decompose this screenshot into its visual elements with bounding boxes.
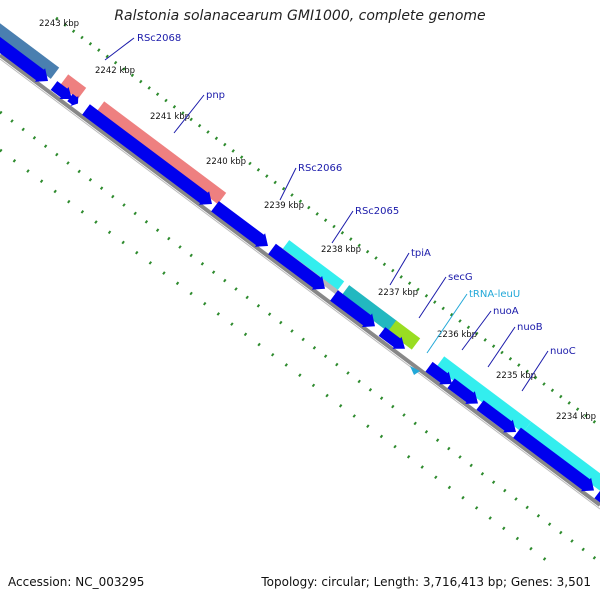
trna-marker	[410, 366, 420, 375]
gene-label-leader-line	[487, 326, 516, 368]
gene-label-leader-line	[461, 310, 492, 351]
gene-label[interactable]: RSc2065	[355, 206, 399, 217]
cds-arrow	[476, 400, 516, 433]
cds-arrow	[82, 104, 212, 205]
middle-tick-row	[0, 110, 600, 564]
cds-arrow	[211, 201, 268, 247]
kbp-tick-label: 2238 kbp	[321, 245, 361, 255]
kbp-tick-label: 2241 kbp	[150, 112, 190, 122]
cog-segment	[522, 421, 600, 491]
gene-label-leader-line	[521, 350, 549, 392]
kbp-tick-label: 2236 kbp	[437, 330, 477, 340]
kbp-tick-label: 2235 kbp	[496, 371, 536, 381]
gene-labels: RSc2068 pnp RSc2066 RSc2065 tpiA secG tRNA-leu…	[104, 33, 576, 392]
kbp-tick-label: 2242 kbp	[95, 66, 135, 76]
cog-segment	[340, 285, 398, 333]
map-title: Ralstonia solanacearum GMI1000, complete…	[114, 8, 486, 24]
cog-feature-track	[0, 23, 600, 491]
gene-label-leader-line	[173, 94, 205, 134]
kbp-tick-label: 2239 kbp	[264, 201, 304, 211]
gene-label[interactable]: RSc2066	[298, 163, 342, 174]
cog-segment	[59, 74, 87, 100]
cog-segment	[435, 356, 532, 433]
cog-segment	[95, 101, 227, 205]
gene-label[interactable]: nuoA	[493, 306, 519, 317]
cog-segment	[387, 320, 421, 350]
inner-tick-row	[0, 148, 551, 565]
cds-arrow	[378, 327, 405, 349]
cds-arrow	[0, 36, 48, 82]
cds-arrow	[50, 81, 72, 99]
cds-arrow	[425, 361, 452, 385]
gene-label-leader-line	[426, 293, 468, 354]
gene-label[interactable]: secG	[448, 272, 473, 283]
cds-arrow	[268, 243, 325, 290]
kbp-tick-label: 2237 kbp	[378, 288, 418, 298]
cog-segment	[280, 240, 345, 293]
gene-label[interactable]: nuoC	[550, 346, 576, 357]
gene-label[interactable]: tRNA-leuU	[469, 289, 520, 300]
cds-arrow-track	[0, 36, 600, 503]
gene-label[interactable]: tpiA	[411, 248, 431, 259]
genome-summary-text: Topology: circular; Length: 3,716,413 bp…	[261, 575, 591, 589]
genome-backbone	[0, 53, 600, 510]
kbp-tick-label: 2243 kbp	[39, 19, 79, 29]
cds-arrow	[330, 290, 375, 328]
cds-arrow	[513, 427, 594, 492]
kbp-tick-label: 2240 kbp	[206, 157, 246, 167]
cog-segment	[0, 23, 60, 79]
cds-arrow	[594, 490, 600, 503]
kbp-tick-label: 2234 kbp	[556, 412, 596, 422]
gene-label-leader-line	[389, 252, 410, 286]
outer-tick-row	[55, 16, 600, 428]
gene-label[interactable]: nuoB	[517, 322, 543, 333]
gene-label-leader-line	[104, 37, 135, 61]
kbp-tick-labels: 2243 kbp 2242 kbp 2241 kbp 2240 kbp 2239 kbp…	[39, 19, 596, 422]
cds-arrow	[67, 93, 79, 106]
gene-label[interactable]: RSc2068	[137, 33, 181, 44]
cds-arrow	[447, 378, 478, 404]
gene-label-leader-line	[418, 276, 447, 319]
gene-label[interactable]: pnp	[206, 90, 225, 101]
accession-text: Accession: NC_003295	[8, 575, 145, 589]
gene-label-leader-line	[331, 210, 354, 244]
gene-label-leader-line	[279, 167, 297, 201]
